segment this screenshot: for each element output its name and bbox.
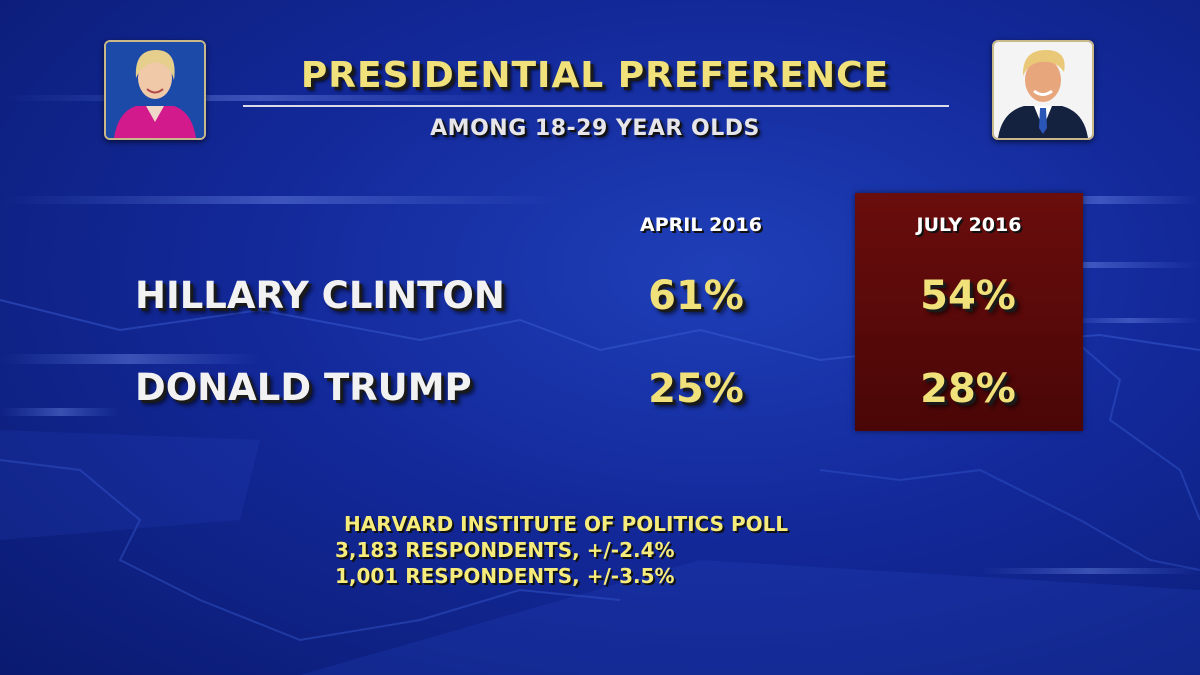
trump-portrait-icon <box>994 42 1092 138</box>
chart-title: PRESIDENTIAL PREFERENCE <box>300 55 890 96</box>
highlighted-column-box <box>855 193 1083 431</box>
value-trump-july: 28% <box>920 366 1016 412</box>
value-trump-april: 25% <box>648 366 744 412</box>
source-line-july-sample: 1,001 RESPONDENTS, +/-3.5% <box>335 564 675 588</box>
clinton-portrait-icon <box>106 42 204 138</box>
title-divider <box>243 105 949 107</box>
source-line-title: HARVARD INSTITUTE OF POLITICS POLL <box>344 512 789 536</box>
value-clinton-july: 54% <box>920 273 1016 319</box>
row-label-trump: DONALD TRUMP <box>135 366 472 409</box>
row-label-clinton: HILLARY CLINTON <box>135 274 505 317</box>
value-clinton-april: 61% <box>648 273 744 319</box>
clinton-portrait <box>104 40 206 140</box>
trump-portrait <box>992 40 1094 140</box>
column-header-july: JULY 2016 <box>916 214 1022 236</box>
column-header-april: APRIL 2016 <box>640 214 762 236</box>
chart-subtitle: AMONG 18-29 YEAR OLDS <box>430 116 760 141</box>
source-line-april-sample: 3,183 RESPONDENTS, +/-2.4% <box>335 538 675 562</box>
